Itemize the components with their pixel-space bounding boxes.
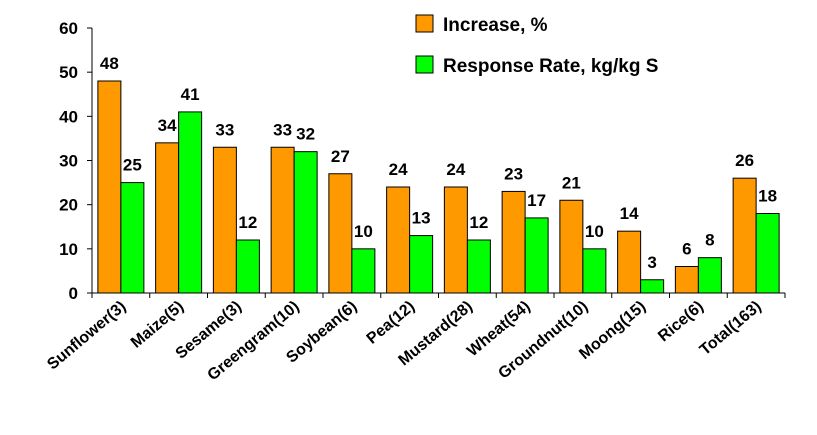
data-label-increase: 26 [735,151,754,170]
data-label-response-rate: 25 [123,156,142,175]
y-axis: 0 10 20 30 40 50 60 [59,19,93,303]
data-label-response-rate: 13 [412,209,431,228]
data-label-increase: 6 [682,240,691,259]
bar-response-rate [582,248,607,294]
data-label-response-rate: 3 [647,253,656,272]
data-label-response-rate: 12 [469,213,488,232]
bar-response-rate [235,239,260,294]
bar-increase [97,80,122,294]
bar-response-rate [466,239,491,294]
bar-increase [732,177,757,294]
bar-increase [328,173,353,294]
x-category-label: Pea(12) [364,298,419,348]
y-tick-label: 60 [59,19,78,38]
data-label-response-rate: 17 [527,191,546,210]
data-label-increase: 14 [620,204,639,223]
x-category-label: Sunflower(3) [44,298,129,373]
data-label-increase: 48 [100,54,119,73]
bar-response-rate [120,182,145,294]
bar-response-rate [178,111,203,294]
bar-increase [270,146,295,294]
data-label-response-rate: 32 [296,125,315,144]
data-label-response-rate: 41 [181,85,200,104]
y-tick-label: 10 [59,240,78,259]
bar-response-rate [351,248,376,294]
bar-response-rate [697,257,722,294]
bar-response-rate [755,213,780,294]
bar-increase [212,146,237,294]
data-label-response-rate: 10 [354,222,373,241]
legend: Increase, % Response Rate, kg/kg S [415,14,658,77]
legend-swatch-increase [415,14,434,33]
data-label-increase: 23 [504,164,523,183]
data-label-increase: 27 [331,147,350,166]
data-label-increase: 21 [562,173,581,192]
data-label-increase: 24 [389,160,408,179]
data-label-increase: 24 [446,160,465,179]
bar-increase [386,186,411,294]
bars [97,80,780,294]
x-category-label: Total(163) [697,298,765,359]
bar-response-rate [640,279,665,294]
data-label-increase: 34 [158,116,177,135]
legend-swatch-response-rate [415,55,434,74]
data-label-response-rate: 10 [585,222,604,241]
data-label-increase: 33 [273,120,292,139]
bar-response-rate [524,217,549,294]
bar-increase [155,142,180,294]
bar-increase [617,230,642,294]
bar-increase [559,199,584,294]
y-tick-label: 20 [59,196,78,215]
legend-label-increase: Increase, % [443,15,548,36]
legend-label-response-rate: Response Rate, kg/kg S [443,56,658,77]
bar-response-rate [409,235,434,294]
bar-response-rate [293,151,318,294]
bar-increase [501,190,526,294]
y-tick-label: 40 [59,107,78,126]
x-category-label: Rice(6) [655,298,707,345]
data-label-response-rate: 8 [705,231,714,250]
y-tick-label: 50 [59,63,78,82]
data-label-response-rate: 12 [238,213,257,232]
bar-increase [443,186,468,294]
data-label-increase: 33 [215,120,234,139]
x-axis: Sunflower(3)Maize(5)Sesame(3)Greengram(1… [44,292,786,384]
bar-increase [674,266,699,294]
data-label-response-rate: 18 [758,187,777,206]
y-tick-label: 30 [59,152,78,171]
y-tick-label: 0 [69,284,78,303]
